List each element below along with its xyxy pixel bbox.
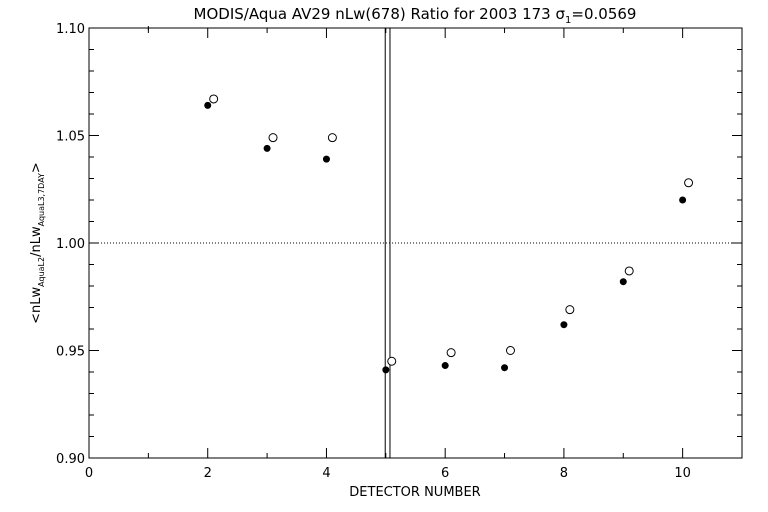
y-axis-label-sub2: AquaL3,7DAY (37, 173, 46, 226)
reference-lines (89, 28, 742, 458)
chart-title-main: MODIS/Aqua AV29 nLw(678) Ratio for 2003 … (194, 5, 566, 23)
y-tick-label: 1.10 (56, 22, 85, 37)
data-point-open (505, 346, 515, 355)
x-tick-label: 10 (674, 466, 691, 481)
data-point-filled (382, 366, 390, 374)
y-axis-ticks: 0.90 0.95 1.00 1.05 1.10 (56, 22, 742, 467)
y-tick-label: 0.90 (56, 452, 85, 467)
y-axis-label-prefix: <nLw (29, 286, 44, 323)
y-tick-label: 1.05 (56, 130, 85, 145)
y-axis-label-middle: /nLw (29, 226, 44, 257)
x-tick-label: 8 (560, 466, 568, 481)
data-point-open (624, 266, 634, 276)
data-points (145, 26, 694, 374)
chart-title-suffix: =0.0569 (571, 5, 636, 23)
y-axis-label-sub1: AquaL2 (37, 257, 46, 287)
data-point-filled (441, 362, 449, 370)
data-point-filled (322, 155, 330, 163)
data-point-open (327, 133, 337, 143)
data-point-filled (263, 144, 271, 152)
chart-title: MODIS/Aqua AV29 nLw(678) Ratio for 2003 … (194, 5, 637, 26)
y-tick-label: 0.95 (56, 345, 85, 360)
x-tick-label: 4 (322, 466, 330, 481)
y-axis-label-suffix: > (29, 162, 44, 173)
data-point-filled (679, 196, 687, 204)
y-axis-label: <nLwAquaL2/nLwAquaL3,7DAY> (29, 162, 46, 324)
data-point-open (387, 356, 397, 366)
data-point-open (565, 305, 575, 315)
x-tick-label: 6 (441, 466, 449, 481)
data-point-filled (619, 278, 627, 286)
x-axis-ticks: 0 2 4 6 8 10 (85, 28, 743, 481)
data-point-open (446, 348, 456, 358)
x-tick-label: 0 (85, 466, 93, 481)
data-point-open (684, 178, 694, 188)
data-point-open (209, 94, 219, 104)
x-tick-label: 2 (204, 466, 212, 481)
data-point-filled (501, 364, 509, 372)
y-tick-label: 1.00 (56, 237, 85, 252)
data-point-filled (560, 321, 568, 329)
data-point-open (268, 133, 278, 143)
x-axis-label: DETECTOR NUMBER (349, 485, 480, 500)
data-point-filled (204, 101, 212, 109)
data-point-plus (145, 26, 152, 30)
chart-title-subscript: 1 (565, 15, 571, 26)
